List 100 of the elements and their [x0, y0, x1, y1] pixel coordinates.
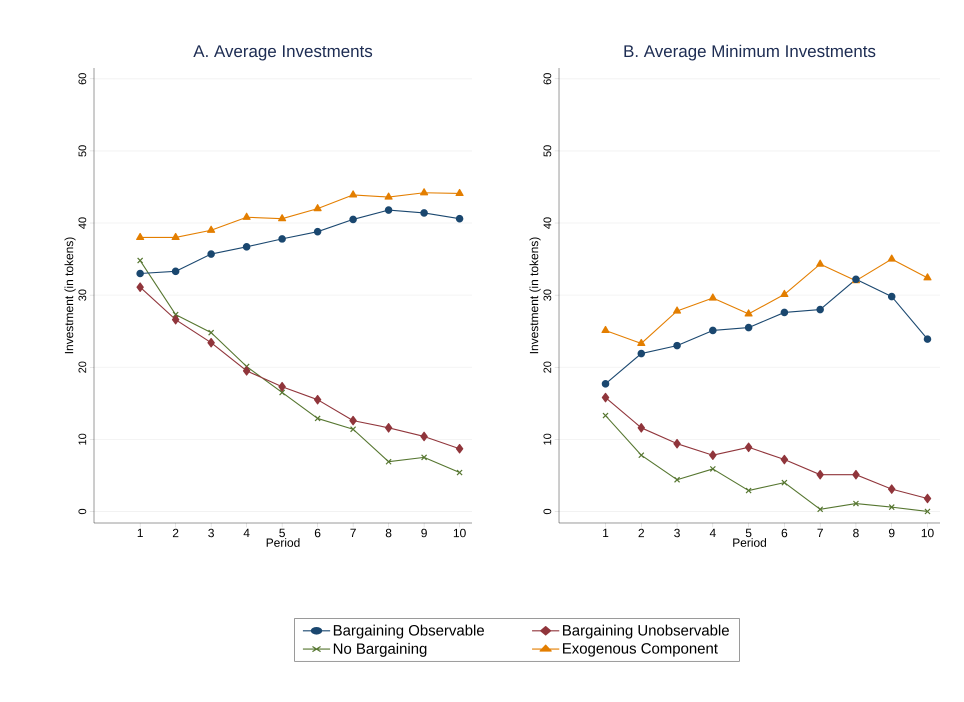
y-tick-label: 20 — [543, 362, 552, 373]
y-tick-label: 30 — [78, 289, 86, 301]
point — [888, 504, 895, 510]
point — [710, 466, 716, 472]
point — [673, 342, 681, 350]
point — [456, 469, 463, 476]
point — [673, 438, 681, 448]
chart-title: A. Average Investments — [193, 45, 372, 60]
point — [709, 326, 717, 334]
point — [852, 500, 860, 507]
x-tick-label: 7 — [817, 528, 823, 537]
point — [136, 282, 144, 292]
x-tick-label: 6 — [314, 528, 320, 538]
point — [456, 444, 464, 454]
point — [243, 363, 250, 370]
y-axis-title: Investment (in tokens) — [64, 237, 76, 354]
x-tick-label: 1 — [138, 528, 143, 538]
x-tick-label: 2 — [638, 528, 644, 538]
y-tick-label: 40 — [543, 217, 552, 229]
point — [207, 250, 215, 258]
point — [172, 232, 180, 240]
point — [136, 270, 144, 278]
y-tick-label: 10 — [78, 434, 86, 445]
point — [744, 442, 752, 452]
point — [242, 212, 251, 220]
point — [278, 389, 286, 396]
x-tick-label: 5 — [279, 528, 285, 538]
point — [602, 392, 610, 402]
x-tick-label: 7 — [350, 528, 356, 538]
point — [780, 308, 788, 316]
chart-title: B. Average Minimum Investments — [624, 44, 876, 60]
y-tick-label: 10 — [543, 434, 552, 445]
point — [888, 484, 896, 494]
x-tick-label: 1 — [603, 528, 608, 537]
point — [314, 394, 322, 404]
point — [349, 216, 357, 224]
point — [817, 506, 824, 512]
point — [888, 254, 896, 262]
point — [242, 243, 250, 251]
y-tick-label: 60 — [543, 73, 552, 84]
point — [924, 494, 932, 504]
legend-label: No Bargaining — [334, 642, 426, 657]
point — [638, 452, 644, 458]
legend-label: Exogenous Component — [563, 643, 718, 657]
point — [172, 311, 179, 318]
point — [816, 306, 824, 314]
x-tick-label: 6 — [782, 528, 788, 538]
point — [349, 416, 357, 426]
point — [137, 257, 144, 264]
y-tick-label: 60 — [78, 73, 86, 84]
x-tick-label: 5 — [746, 528, 752, 538]
y-tick-label: 40 — [78, 217, 86, 229]
point — [207, 338, 215, 348]
point — [314, 228, 322, 236]
point — [780, 454, 788, 464]
x-axis-title: Period — [266, 538, 300, 547]
legend-label: Bargaining Observable — [334, 624, 484, 639]
point — [278, 214, 286, 222]
point — [172, 268, 180, 276]
point — [384, 192, 393, 200]
x-tick-label: 9 — [421, 528, 427, 538]
y-tick-label: 30 — [543, 289, 552, 301]
y-tick-label: 50 — [78, 145, 86, 157]
point — [420, 432, 428, 442]
point — [420, 454, 428, 461]
y-tick-label: 20 — [78, 362, 86, 373]
x-tick-label: 3 — [674, 528, 680, 538]
y-axis-title: Investment (in tokens) — [529, 237, 541, 354]
point — [456, 214, 464, 222]
point — [172, 314, 180, 324]
point — [136, 232, 144, 240]
point — [638, 423, 646, 433]
point — [385, 458, 392, 465]
point — [709, 450, 717, 460]
x-tick-label: 3 — [208, 528, 214, 538]
point — [781, 479, 788, 486]
x-tick-label: 4 — [244, 528, 250, 538]
point — [745, 487, 752, 494]
point — [816, 260, 824, 267]
point — [384, 206, 392, 214]
point — [384, 423, 392, 433]
point — [242, 366, 250, 376]
point — [278, 382, 286, 392]
point — [456, 188, 464, 196]
point — [602, 380, 610, 388]
y-tick-label: 0 — [543, 508, 552, 514]
point — [888, 292, 896, 300]
x-tick-label: 4 — [710, 528, 716, 537]
point — [420, 209, 428, 217]
x-tick-label: 9 — [888, 528, 894, 538]
point — [744, 309, 753, 316]
x-tick-label: 8 — [386, 528, 392, 538]
point — [708, 293, 717, 301]
legend-label: Bargaining Unobservable — [563, 624, 729, 639]
point — [744, 324, 752, 332]
point — [350, 426, 356, 432]
x-axis-title: Period — [733, 538, 766, 547]
point — [816, 470, 824, 480]
point — [780, 290, 788, 298]
y-tick-label: 0 — [78, 508, 86, 514]
